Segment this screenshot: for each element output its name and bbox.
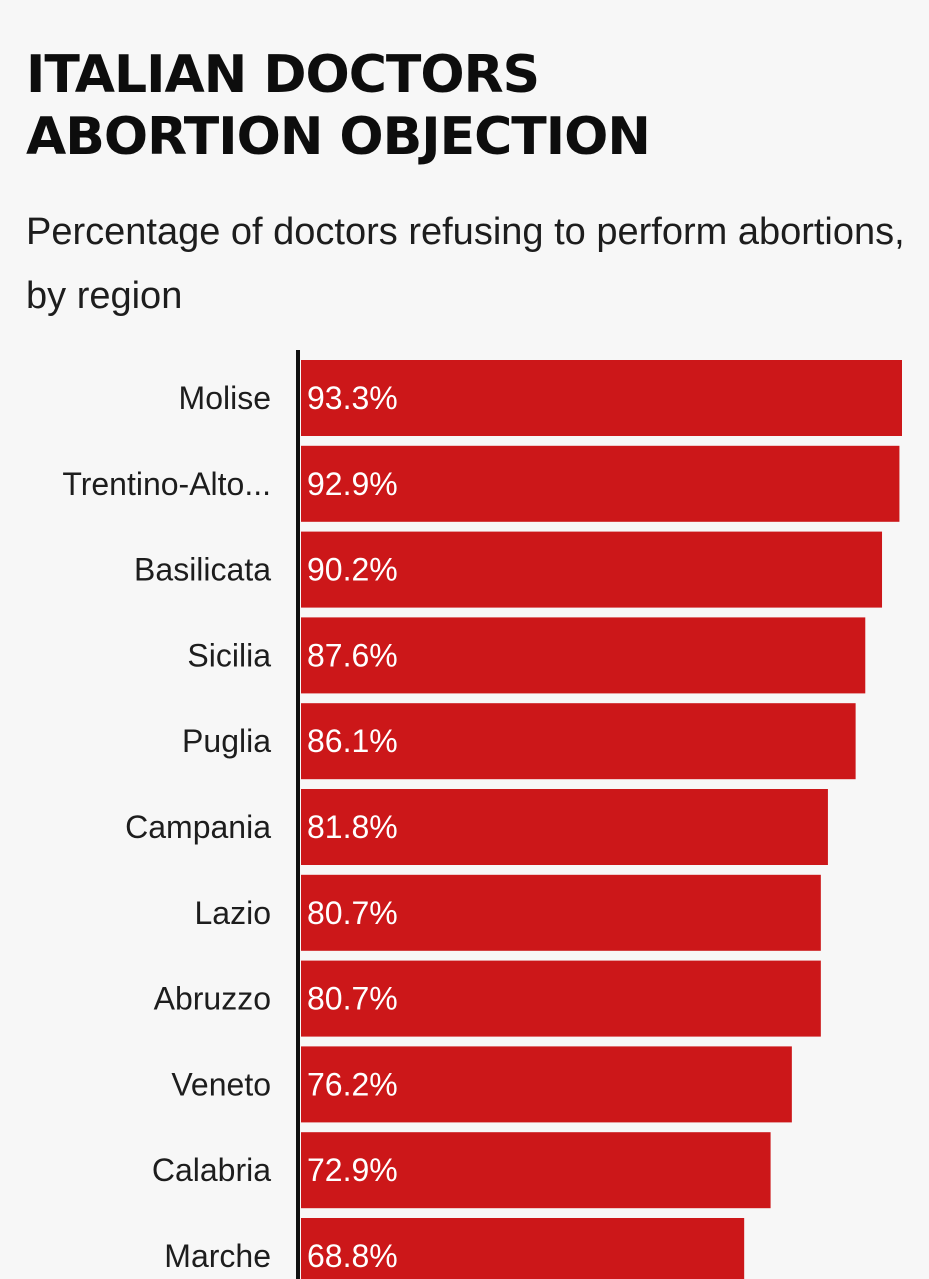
bar-basilicata	[301, 531, 883, 608]
chart-title-line-2: ABORTION OBJECTION	[26, 107, 651, 167]
value-label: 80.7%	[307, 981, 398, 1017]
bar-lazio	[301, 874, 821, 951]
bar-campania	[301, 789, 828, 865]
category-label: Trentino-Alto...	[62, 466, 271, 502]
value-label: 76.2%	[307, 1066, 398, 1102]
value-label: 93.3%	[307, 380, 398, 416]
value-label: 81.8%	[307, 809, 398, 845]
category-label: Campania	[125, 809, 271, 845]
bar-trentino-alto	[301, 445, 900, 522]
value-label: 68.8%	[307, 1238, 398, 1274]
bar-molise	[301, 360, 902, 436]
value-label: 80.7%	[307, 895, 398, 931]
value-label: 92.9%	[307, 466, 398, 502]
category-label: Molise	[179, 380, 271, 416]
bar-puglia	[301, 703, 856, 780]
bar-calabria	[301, 1132, 771, 1209]
bar-sicilia	[301, 617, 866, 694]
bar-group: Molise 93.3% Trentino-Alto... 92.9% Basilica…	[62, 360, 902, 1279]
category-label: Veneto	[171, 1066, 271, 1102]
value-label: 86.1%	[307, 723, 398, 759]
category-label: Puglia	[182, 723, 271, 759]
category-label: Calabria	[152, 1152, 271, 1188]
bar-veneto	[301, 1046, 792, 1123]
value-label: 87.6%	[307, 637, 398, 673]
value-label: 90.2%	[307, 552, 398, 588]
bar-marche	[301, 1218, 745, 1279]
category-label: Abruzzo	[154, 981, 271, 1017]
category-label: Basilicata	[134, 552, 271, 588]
chart-subtitle: Percentage of doctors refusing to perfor…	[26, 211, 905, 317]
bar-abruzzo	[301, 960, 821, 1037]
category-label: Lazio	[195, 895, 272, 931]
category-label: Sicilia	[187, 637, 271, 673]
chart-title: ITALIAN DOCTORS ABORTION OBJECTION	[26, 44, 906, 168]
category-label: Marche	[164, 1238, 271, 1274]
value-label: 72.9%	[307, 1152, 398, 1188]
chart-title-line-1: ITALIAN DOCTORS	[26, 45, 540, 105]
